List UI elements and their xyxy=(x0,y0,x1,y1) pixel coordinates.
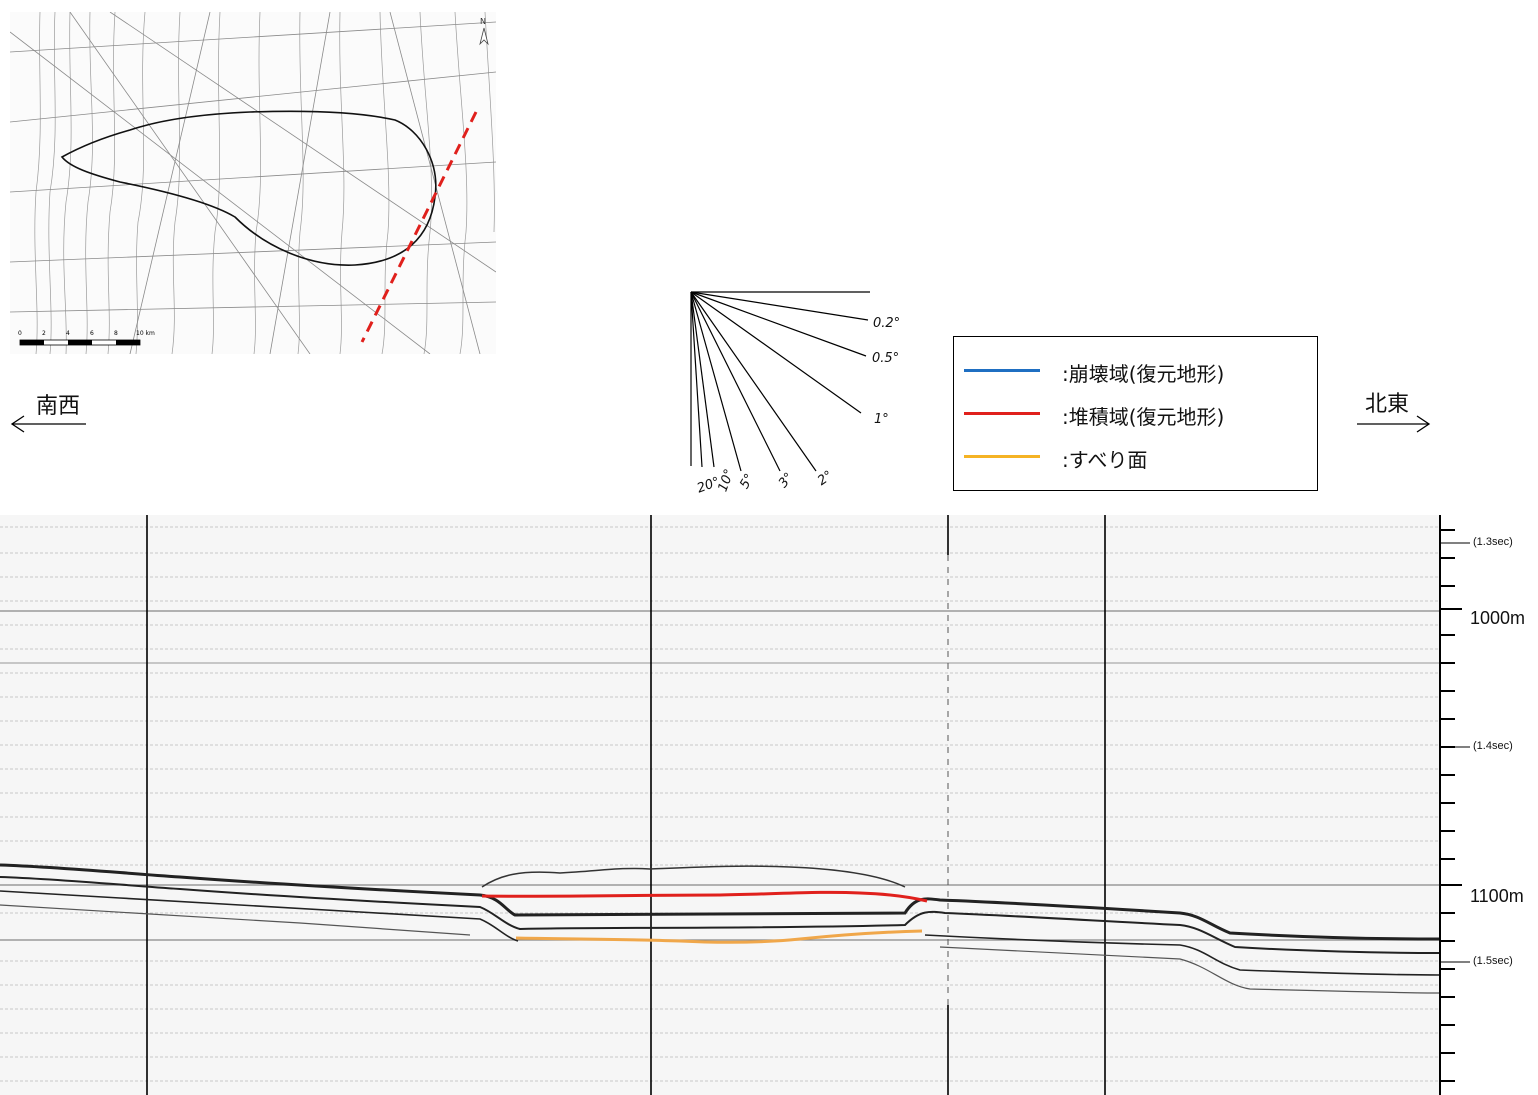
bathymetric-map: N 0 2 4 6 8 10 km xyxy=(10,12,496,354)
record-major-lines xyxy=(0,610,1440,941)
time-scale xyxy=(1440,542,1470,963)
time-label-1-4: (1.4sec) xyxy=(1473,740,1513,752)
depth-scale xyxy=(1439,515,1462,1095)
record-time-marks xyxy=(146,515,1106,1095)
svg-text:10 km: 10 km xyxy=(136,330,155,337)
depth-label-1000: 1000m xyxy=(1470,608,1526,628)
map-survey-tracks xyxy=(10,12,496,354)
legend-swatch-red xyxy=(964,412,1040,415)
legend-label: :崩壊域(復元地形) xyxy=(1062,362,1225,386)
fan-label-0-2: 0.2° xyxy=(873,316,901,331)
north-arrow-icon: N xyxy=(479,17,489,46)
seismic-profile: (1.3sec) 1000m (1.4sec) 1100m (1.5sec) xyxy=(0,515,1538,1095)
legend-swatch-blue xyxy=(964,369,1040,372)
legend-item-deposit: :堆積域(復元地形) xyxy=(954,397,1317,431)
direction-southwest-label: 南西 xyxy=(36,394,81,419)
left-arrow-icon xyxy=(10,415,86,433)
direction-northeast-label: 北東 xyxy=(1365,392,1410,417)
legend-swatch-orange xyxy=(964,455,1040,458)
fan-label-0-5: 0.5° xyxy=(872,351,900,366)
deposit-surface-line xyxy=(481,890,928,903)
record-gridlines xyxy=(0,526,1440,1082)
svg-text:6: 6 xyxy=(90,330,94,337)
map-contours xyxy=(34,12,495,354)
seafloor-reflectors xyxy=(0,863,1441,994)
time-label-1-5: (1.5sec) xyxy=(1473,955,1513,967)
slope-angle-fan: 0.2° 0.5° 1° 2° 3° 5° 10° 20° xyxy=(680,283,920,498)
depth-label-1100: 1100m xyxy=(1470,886,1524,906)
svg-text:4: 4 xyxy=(66,330,70,337)
right-arrow-icon xyxy=(1357,415,1431,433)
legend-label: :堆積域(復元地形) xyxy=(1062,405,1225,429)
legend-item-slip-surface: :すべり面 xyxy=(954,440,1317,474)
time-label-1-3: (1.3sec) xyxy=(1473,536,1513,548)
direction-northeast: 北東 xyxy=(1355,386,1435,436)
scale-bar: 0 2 4 6 8 10 km xyxy=(18,330,155,346)
svg-text:0: 0 xyxy=(18,330,22,337)
north-label: N xyxy=(480,17,486,26)
legend-item-collapse: :崩壊域(復元地形) xyxy=(954,354,1317,388)
svg-text:2: 2 xyxy=(42,330,46,337)
legend-label: :すべり面 xyxy=(1062,448,1148,472)
direction-southwest: 南西 xyxy=(10,388,90,438)
slip-surface-line xyxy=(515,929,923,944)
svg-text:8: 8 xyxy=(114,330,118,337)
profile-line xyxy=(360,111,478,343)
legend: :崩壊域(復元地形) :堆積域(復元地形) :すべり面 xyxy=(953,336,1318,491)
fan-label-1: 1° xyxy=(874,412,889,427)
